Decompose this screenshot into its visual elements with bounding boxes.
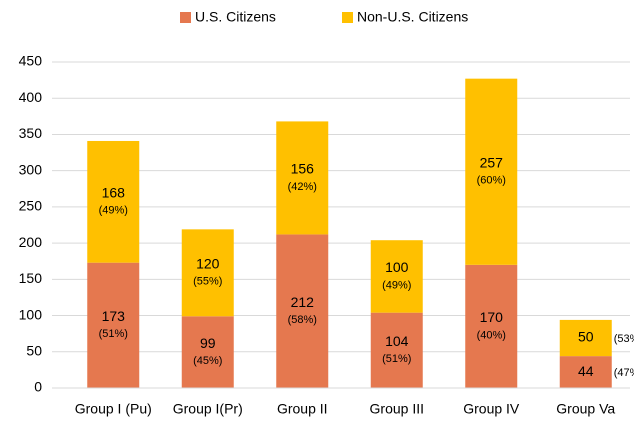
- legend-swatch: [342, 12, 353, 23]
- bar-segment: [370, 240, 423, 313]
- y-tick-label: 50: [26, 342, 42, 358]
- y-tick-label: 200: [19, 234, 43, 250]
- share-label: (40%): [477, 329, 506, 341]
- value-label: 170: [480, 309, 504, 325]
- bar-segment: [370, 312, 423, 388]
- value-label: 44: [578, 363, 594, 379]
- value-label: 99: [200, 335, 216, 351]
- bar-segment: [465, 78, 518, 265]
- legend-label: U.S. Citizens: [195, 9, 276, 25]
- bar-segment: [465, 264, 518, 388]
- legend-label: Non-U.S. Citizens: [357, 9, 468, 25]
- x-tick-label: Group I(Pr): [173, 401, 243, 417]
- x-tick-label: Group III: [370, 401, 424, 417]
- y-tick-label: 400: [19, 89, 43, 105]
- y-tick-label: 450: [19, 53, 43, 69]
- y-tick-label: 150: [19, 270, 43, 286]
- value-label: 212: [291, 294, 315, 310]
- y-tick-label: 350: [19, 125, 43, 141]
- bar-segment: [559, 356, 612, 388]
- value-label: 100: [385, 259, 409, 275]
- x-tick-label: Group IV: [463, 401, 520, 417]
- x-tick-label: Group II: [277, 401, 328, 417]
- share-label: (49%): [382, 279, 411, 291]
- bar-segment: [87, 262, 140, 388]
- legend-swatch: [180, 12, 191, 23]
- share-label: (58%): [288, 314, 317, 326]
- y-tick-label: 0: [34, 379, 42, 395]
- share-label: (49%): [99, 205, 128, 217]
- share-label: (42%): [288, 181, 317, 193]
- bar-segment: [559, 319, 612, 357]
- share-label: (45%): [193, 355, 222, 367]
- bar-segment: [87, 140, 140, 263]
- x-tick-label: Group Va: [556, 401, 615, 417]
- value-label: 156: [291, 161, 315, 177]
- share-label: (60%): [477, 175, 506, 187]
- share-label: (51%): [382, 353, 411, 365]
- bar-segment: [276, 121, 329, 235]
- share-label: (53%): [614, 333, 634, 345]
- bar-segment: [181, 316, 234, 388]
- value-label: 104: [385, 333, 409, 349]
- value-label: 168: [102, 185, 126, 201]
- bar-segment: [181, 229, 234, 317]
- share-label: (55%): [193, 276, 222, 288]
- y-tick-label: 300: [19, 161, 43, 177]
- value-label: 50: [578, 329, 594, 345]
- value-label: 173: [102, 308, 126, 324]
- share-label: (47%): [614, 367, 634, 379]
- x-tick-label: Group I (Pu): [75, 401, 152, 417]
- y-tick-label: 100: [19, 306, 43, 322]
- y-tick-label: 250: [19, 198, 43, 214]
- bar-segment: [276, 234, 329, 388]
- value-label: 120: [196, 256, 220, 272]
- share-label: (51%): [99, 328, 128, 340]
- value-label: 257: [480, 154, 504, 170]
